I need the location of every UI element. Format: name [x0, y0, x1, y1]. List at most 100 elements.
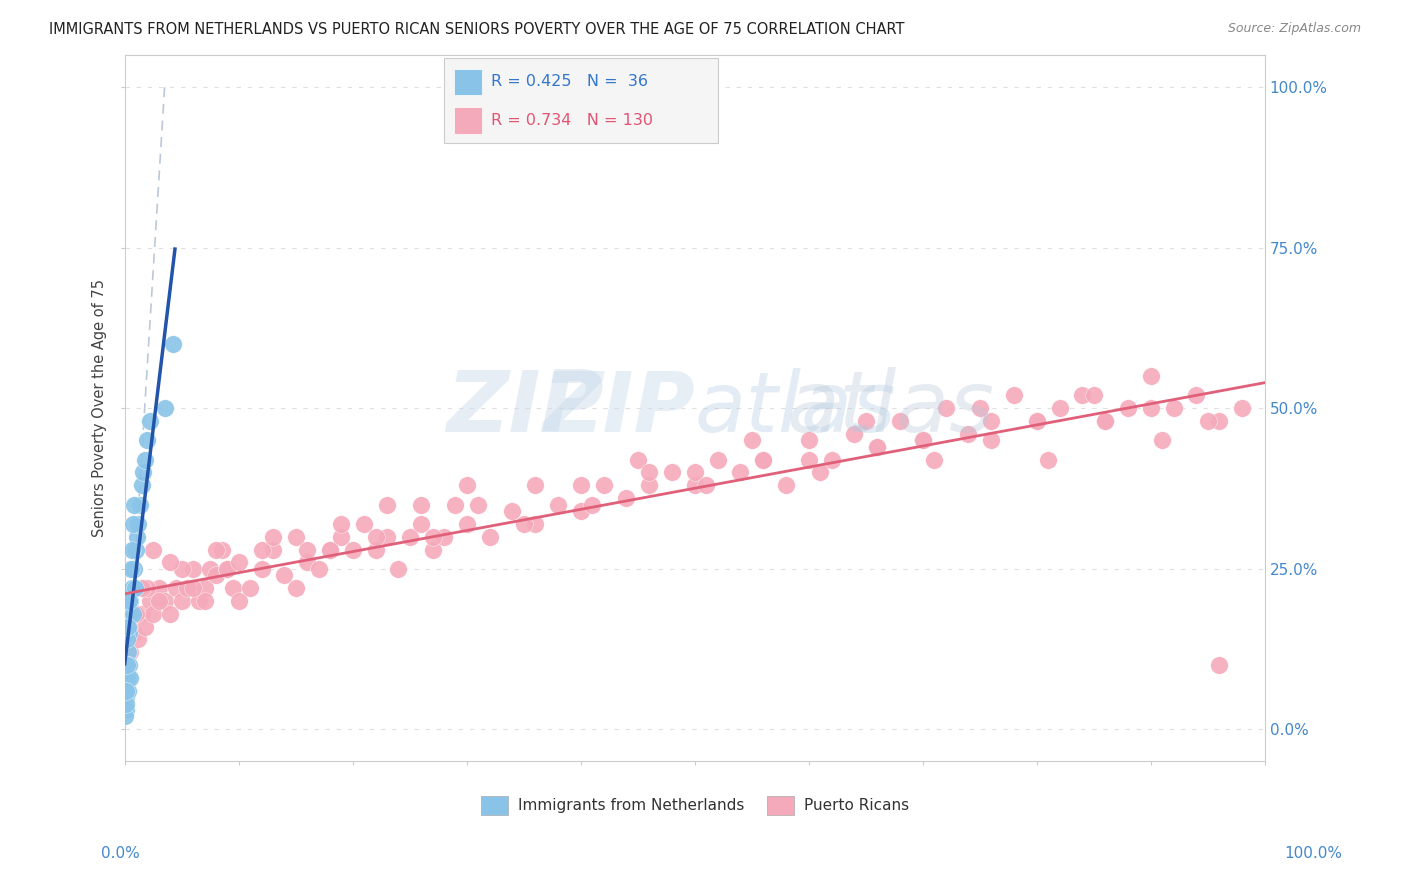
Text: IMMIGRANTS FROM NETHERLANDS VS PUERTO RICAN SENIORS POVERTY OVER THE AGE OF 75 C: IMMIGRANTS FROM NETHERLANDS VS PUERTO RI… [49, 22, 904, 37]
Point [638, 478, 661, 492]
Point [136, 581, 159, 595]
Point [730, 466, 752, 480]
Point [844, 426, 866, 441]
Point [364, 530, 387, 544]
Point [121, 542, 143, 557]
Point [375, 530, 398, 544]
Point [683, 478, 706, 492]
Point [115, 658, 138, 673]
Point [295, 542, 318, 557]
Text: 100.0%: 100.0% [1285, 847, 1343, 861]
Point [411, 498, 433, 512]
Point [569, 478, 592, 492]
Point [456, 478, 478, 492]
Point [284, 530, 307, 544]
Point [170, 562, 193, 576]
Point [1002, 388, 1025, 402]
Point [342, 542, 364, 557]
Point [411, 516, 433, 531]
Point [922, 452, 945, 467]
Point [153, 401, 176, 416]
Text: atlas: atlas [695, 368, 897, 449]
Point [228, 594, 250, 608]
Point [695, 478, 717, 492]
Point [239, 581, 262, 595]
Point [319, 542, 342, 557]
Point [741, 434, 763, 448]
Point [422, 530, 444, 544]
Point [706, 452, 728, 467]
Point [284, 581, 307, 595]
Point [1208, 414, 1230, 428]
Point [330, 530, 353, 544]
Point [139, 414, 162, 428]
Point [1071, 388, 1094, 402]
Point [364, 542, 387, 557]
Point [1185, 388, 1208, 402]
Point [120, 594, 142, 608]
Point [131, 581, 153, 595]
Text: Source: ZipAtlas.com: Source: ZipAtlas.com [1227, 22, 1361, 36]
Point [193, 581, 215, 595]
Text: atlas: atlas [786, 367, 994, 450]
Point [142, 542, 165, 557]
Point [115, 683, 138, 698]
Point [330, 516, 353, 531]
Point [1152, 434, 1174, 448]
Point [162, 337, 184, 351]
Point [114, 709, 136, 723]
Point [122, 626, 145, 640]
Point [217, 562, 239, 576]
Point [115, 632, 138, 647]
Point [319, 542, 342, 557]
Point [308, 562, 330, 576]
Point [752, 452, 775, 467]
Point [127, 632, 149, 647]
Text: R = 0.425   N =  36: R = 0.425 N = 36 [491, 74, 648, 89]
Point [118, 594, 141, 608]
Point [980, 434, 1002, 448]
Point [273, 568, 295, 582]
Point [122, 562, 145, 576]
Point [128, 498, 150, 512]
Point [752, 452, 775, 467]
Point [467, 498, 489, 512]
Point [1208, 658, 1230, 673]
Point [262, 530, 284, 544]
Point [170, 594, 193, 608]
Point [118, 626, 141, 640]
Point [118, 658, 141, 673]
Point [131, 478, 153, 492]
Point [228, 555, 250, 569]
Point [211, 542, 233, 557]
Point [1038, 452, 1060, 467]
Point [250, 542, 273, 557]
Point [375, 498, 398, 512]
Point [193, 594, 215, 608]
Point [592, 478, 614, 492]
Point [114, 697, 136, 711]
Point [387, 562, 409, 576]
Point [513, 516, 536, 531]
Point [1116, 401, 1139, 416]
Point [250, 562, 273, 576]
Point [132, 466, 155, 480]
Point [422, 542, 444, 557]
Point [1049, 401, 1071, 416]
Point [222, 581, 245, 595]
Point [200, 562, 222, 576]
Point [125, 607, 148, 621]
Point [142, 607, 165, 621]
Point [889, 414, 911, 428]
Point [911, 434, 934, 448]
Point [124, 498, 146, 512]
Point [1083, 388, 1105, 402]
Point [120, 562, 142, 576]
Point [136, 434, 159, 448]
Point [1094, 414, 1116, 428]
Point [117, 645, 139, 659]
Point [187, 594, 209, 608]
Point [120, 671, 142, 685]
Point [775, 478, 797, 492]
Point [159, 607, 181, 621]
